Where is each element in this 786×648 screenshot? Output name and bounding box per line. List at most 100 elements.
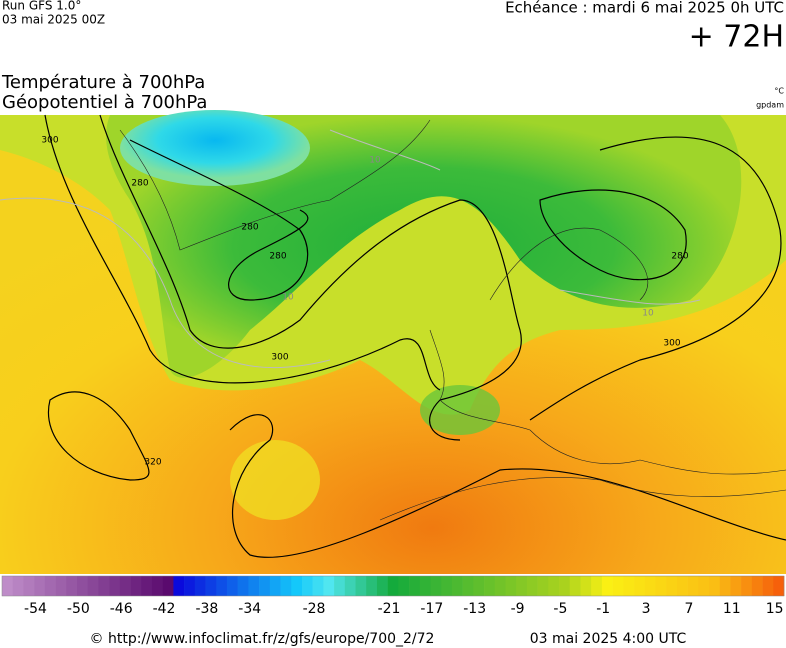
colorbar-label: -46 [110,601,133,617]
run-label: Run GFS 1.0° [2,0,81,13]
unit: gpdam [756,101,784,110]
temperature-field [420,385,500,435]
colorbar-swatch [109,576,121,596]
colorbar-swatch [366,576,378,596]
colorbar-label: -34 [238,601,261,617]
colorbar-swatch [312,576,324,596]
colorbar-swatch [34,576,46,596]
colorbar-swatch [559,576,571,596]
colorbar-label: 7 [684,601,693,617]
colorbar-swatch [259,576,271,596]
colorbar-swatch [226,576,238,596]
colorbar-swatch [44,576,56,596]
colorbar-swatch [548,576,560,596]
map [0,110,786,574]
colorbar-swatch [430,576,442,596]
coastline [379,477,786,521]
colorbar-swatch [269,576,281,596]
colorbar-swatch [355,576,367,596]
colorbar-swatch [76,576,88,596]
credit: © http://www.infoclimat.fr/z/gfs/europe/… [90,631,435,647]
contour [47,391,150,481]
colorbar-swatch [151,576,163,596]
colorbar-swatch [55,576,67,596]
colorbar-swatch [216,576,228,596]
colorbar-label: 3 [642,601,651,617]
colorbar-swatch [773,576,785,596]
coastline [119,119,431,251]
contour-labels: 300 280 280 280 300 320 300 280 10 10 10 [41,136,688,468]
colorbar-swatch [601,576,613,596]
colorbar-swatch [698,576,710,596]
isotherm [329,129,441,171]
colorbar-swatch [569,576,581,596]
colorbar-swatch [484,576,496,596]
colorbar-swatch [751,576,763,596]
colorbar-label: -28 [303,601,326,617]
unit: °C [774,87,784,96]
colorbar-label: -1 [596,601,610,617]
colorbar-swatch [494,576,506,596]
isohypses [44,114,786,558]
colorbar-swatch [12,576,24,596]
colorbar-swatch [730,576,742,596]
colorbar-swatch [376,576,388,596]
title: Géopotentiel à 700hPa [2,92,207,113]
colorbar-swatch [505,576,517,596]
colorbar-swatch [676,576,688,596]
contour [129,139,309,301]
contour-label: 10 [369,156,381,166]
colorbar-swatch [248,576,260,596]
temperature-field [106,115,742,378]
colorbar-swatch [119,576,131,596]
contour-label: 320 [144,458,161,468]
colorbar-swatch [591,576,603,596]
colorbar-label: -50 [67,601,90,617]
colorbar-swatch [141,576,153,596]
issued: 03 mai 2025 4:00 UTC [530,631,687,647]
colorbar-swatch [580,576,592,596]
colorbar-swatch [526,576,538,596]
contour-label: 300 [271,353,288,363]
colorbar-swatch [419,576,431,596]
colorbar-swatch [687,576,699,596]
colorbar-swatch [441,576,453,596]
colorbar-swatch [387,576,399,596]
isotherms [0,129,701,368]
colorbar-swatch [462,576,474,596]
colorbar-label: -9 [511,601,525,617]
colorbar-swatch [344,576,356,596]
colorbar-swatch [98,576,110,596]
colorbar-swatch [719,576,731,596]
contour-label: 280 [269,252,286,262]
colorbar-swatch [280,576,292,596]
colorbar-swatch [537,576,549,596]
colorbar: -54 -50 -46 -42 -38 -34 -28 -21 -17 -13 -9 -5 -1 3 7 11… [1,575,785,617]
colorbar-swatch [409,576,421,596]
contour [99,114,522,441]
isotherm [0,197,331,368]
colorbar-swatch [762,576,774,596]
colorbar-swatch [451,576,463,596]
colorbar-swatch [291,576,303,596]
colorbar-swatch [194,576,206,596]
isotherm [559,289,701,305]
colorbar-label: -13 [463,601,486,617]
colorbar-swatch [741,576,753,596]
colorbar-swatch [473,576,485,596]
contour [529,136,782,421]
coastline [429,329,786,475]
colorbar-swatch [655,576,667,596]
colorbar-swatch [398,576,410,596]
contour-label: 280 [241,223,258,233]
colorbar-swatch [173,576,185,596]
colorbar-swatch [2,576,14,596]
colorbar-swatch [301,576,313,596]
contour [539,189,687,281]
contour [44,114,441,391]
colorbar-swatch [666,576,678,596]
colorbar-frame [1,575,785,597]
colorbar-label: -17 [420,601,443,617]
